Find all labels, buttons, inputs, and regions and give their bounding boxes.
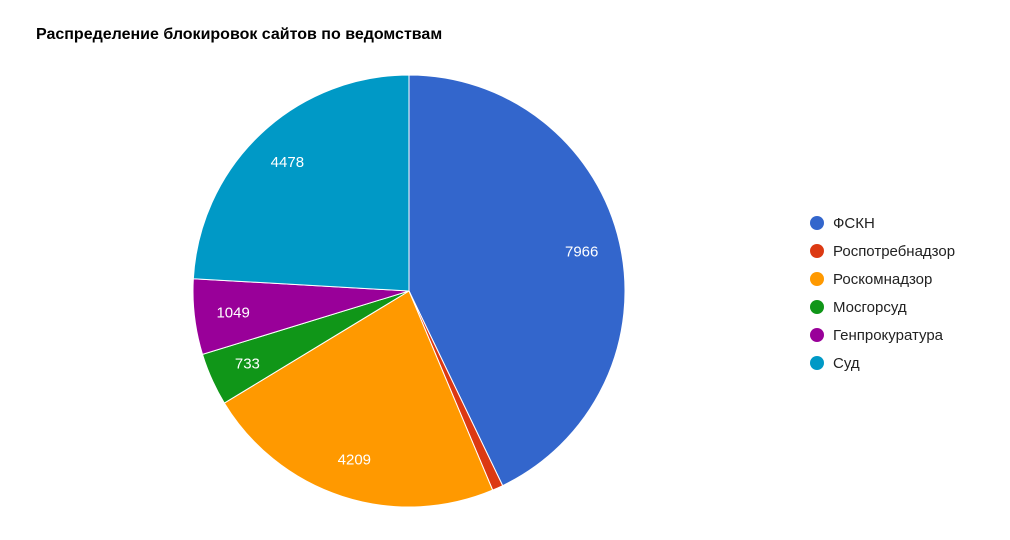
legend-swatch-icon (810, 272, 824, 286)
pie-slice-0 (408, 74, 626, 487)
legend-item-0[interactable]: ФСКН (810, 209, 955, 237)
legend-swatch-icon (810, 300, 824, 314)
legend-swatch-icon (810, 216, 824, 230)
legend-label: ФСКН (833, 214, 875, 232)
slice-label-3: 733 (235, 355, 260, 372)
legend-item-4[interactable]: Генпрокуратура (810, 321, 955, 349)
legend-swatch-icon (810, 328, 824, 342)
legend-label: Суд (833, 354, 860, 372)
slice-label-4: 1049 (216, 304, 249, 321)
legend: ФСКН Роспотребнадзор Роскомнадзор Мосгорсуд… (810, 209, 955, 377)
legend-label: Роскомнадзор (833, 270, 933, 288)
legend-swatch-icon (810, 244, 824, 258)
legend-label: Роспотребнадзор (833, 242, 956, 260)
legend-item-3[interactable]: Мосгорсуд (810, 293, 955, 321)
slice-label-5: 4478 (271, 154, 304, 171)
slice-label-2: 4209 (338, 451, 371, 468)
pie-slice-5 (192, 74, 410, 292)
slice-label-0: 7966 (565, 244, 598, 261)
legend-item-2[interactable]: Роскомнадзор (810, 265, 955, 293)
legend-swatch-icon (810, 356, 824, 370)
legend-item-1[interactable]: Роспотребнадзор (810, 237, 955, 265)
legend-item-5[interactable]: Суд (810, 349, 955, 377)
legend-label: Генпрокуратура (833, 326, 944, 344)
pie-slice-2 (223, 290, 494, 508)
chart-title: Распределение блокировок сайтов по ведом… (36, 26, 443, 43)
legend-label: Мосгорсуд (833, 298, 907, 316)
